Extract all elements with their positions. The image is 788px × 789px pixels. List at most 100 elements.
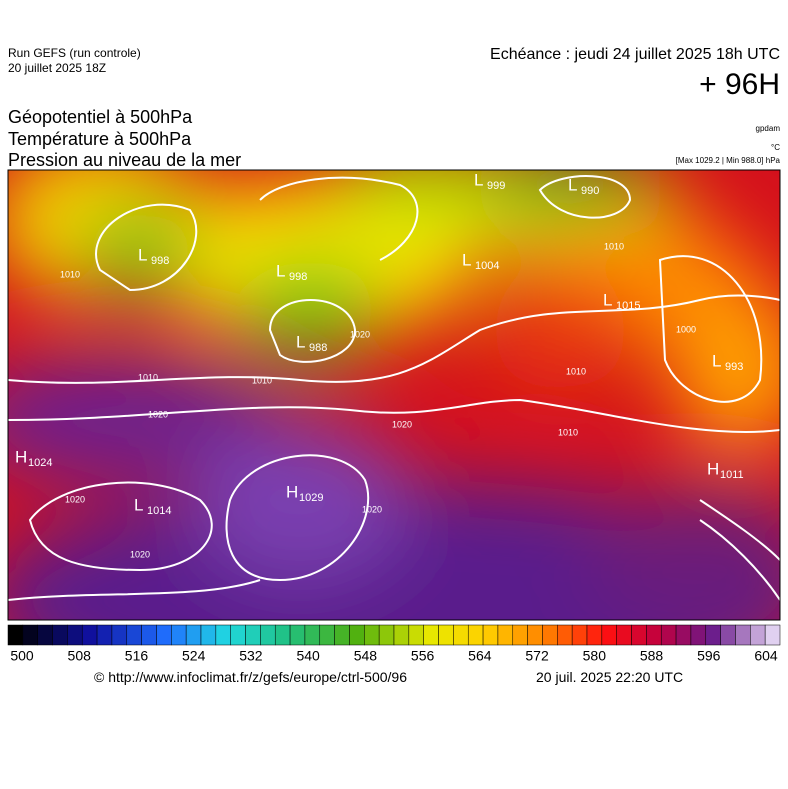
isobar-label: 1010	[604, 241, 624, 251]
isobar-label: 1020	[65, 494, 85, 504]
isobar-label: 1010	[558, 427, 578, 437]
colorbar-swatch	[111, 624, 128, 646]
unit: °C	[771, 143, 780, 152]
colorbar-swatch	[542, 624, 558, 646]
colorbar-swatch	[631, 624, 647, 646]
isobar-label: 1000	[676, 324, 696, 334]
colorbar-swatch	[586, 624, 603, 646]
center-value: 1029	[299, 492, 323, 504]
colorbar-swatch	[52, 624, 68, 646]
isobar-label: 1010	[138, 372, 158, 382]
colorbar-swatch	[319, 624, 335, 646]
colorbar-tick-label: 604	[754, 648, 778, 664]
center-symbol: L	[276, 261, 285, 280]
run-label: Run GEFS (run controle)	[8, 46, 141, 60]
isobar-label: 1020	[148, 409, 168, 419]
colorbar-tick-label: 500	[10, 648, 34, 664]
center-value: 998	[289, 271, 307, 283]
unit: [Max 1029.2 | Min 988.0] hPa	[675, 156, 780, 165]
center-symbol: L	[296, 332, 305, 351]
isobar-label: 1020	[392, 419, 412, 429]
colorbar-swatch	[438, 624, 454, 646]
colorbar-tick-label: 596	[697, 648, 721, 664]
colorbar-swatch	[675, 624, 692, 646]
title: Pression au niveau de la mer	[8, 150, 242, 170]
center-value: 998	[151, 255, 169, 267]
colorbar-tick-label: 532	[239, 648, 263, 664]
colorbar-swatch	[245, 624, 261, 646]
colorbar-tick-label: 572	[525, 648, 549, 664]
colorbar-swatch	[482, 624, 499, 646]
center-value: 999	[487, 180, 505, 192]
colorbar-tick-label: 508	[68, 648, 92, 664]
isobar-label: 1020	[350, 329, 370, 339]
colorbar-swatch	[215, 624, 231, 646]
colorbar-swatch	[156, 624, 172, 646]
colorbar-swatch	[260, 624, 276, 646]
colorbar-swatch	[527, 624, 543, 646]
colorbar-swatch	[690, 624, 707, 646]
title: Température à 500hPa	[8, 129, 192, 149]
center-value: 1004	[475, 260, 499, 272]
center-symbol: H	[707, 459, 719, 478]
colorbar-swatch	[557, 624, 573, 646]
colorbar-swatch	[141, 624, 157, 646]
unit: gpdam	[755, 124, 780, 133]
colorbar-swatch	[334, 624, 350, 646]
center-symbol: L	[568, 175, 577, 194]
center-value: 1014	[147, 505, 171, 517]
colorbar-tick-label: 556	[411, 648, 435, 664]
center-symbol: L	[134, 495, 143, 514]
colorbar-swatch	[81, 624, 98, 646]
center-symbol: H	[15, 447, 27, 466]
colorbar-swatch	[705, 624, 721, 646]
colorbar-swatch	[96, 624, 113, 646]
colorbar: 500 508 516 524 532 540 548 556 564 572 580 588 596 6…	[7, 624, 781, 664]
isobar-label: 1010	[566, 366, 586, 376]
center-symbol: L	[138, 245, 147, 264]
colorbar-swatch	[171, 624, 187, 646]
colorbar-swatch	[185, 624, 202, 646]
colorbar-swatch	[37, 624, 53, 646]
colorbar-swatch	[378, 624, 395, 646]
colorbar-swatch	[750, 624, 766, 646]
isobar-label: 1010	[60, 269, 80, 279]
colorbar-swatch	[393, 624, 410, 646]
colorbar-swatch	[467, 624, 484, 646]
colorbar-swatch	[230, 624, 246, 646]
colorbar-swatch	[289, 624, 306, 646]
generated: 20 juil. 2025 22:20 UTC	[536, 669, 684, 685]
colorbar-swatch	[349, 624, 365, 646]
center-value: 993	[725, 361, 743, 373]
center-symbol: L	[462, 250, 471, 269]
colorbar-swatch	[646, 624, 662, 646]
isobar-label: 1020	[130, 549, 150, 559]
colorbar-swatch	[512, 624, 528, 646]
colorbar-swatch	[126, 624, 142, 646]
colorbar-swatch	[67, 624, 83, 646]
colorbar-tick-label: 580	[583, 648, 607, 664]
colorbar-swatch	[660, 624, 677, 646]
colorbar-swatch	[735, 624, 751, 646]
colorbar-tick-label: 564	[468, 648, 492, 664]
center-symbol: H	[286, 482, 298, 501]
colorbar-tick-label: 524	[182, 648, 206, 664]
map-frame	[7, 169, 781, 621]
colorbar-swatch	[616, 624, 632, 646]
center-symbol: L	[474, 170, 483, 189]
colorbar-swatch	[364, 624, 380, 646]
colorbar-swatch	[423, 624, 439, 646]
field	[8, 170, 780, 620]
isobar-label: 1020	[362, 504, 382, 514]
colorbar-swatch	[22, 624, 38, 646]
title: Géopotentiel à 500hPa	[8, 107, 193, 127]
source: © http://www.infoclimat.fr/z/gefs/europe…	[94, 669, 408, 685]
colorbar-swatch	[453, 624, 469, 646]
center-symbol: L	[603, 290, 612, 309]
colorbar-swatch	[571, 624, 588, 646]
isobar-label: 1010	[252, 375, 272, 385]
center-value: 1015	[616, 300, 640, 312]
run-date: 20 juillet 2025 18Z	[8, 61, 107, 75]
center-value: 1024	[28, 457, 52, 469]
